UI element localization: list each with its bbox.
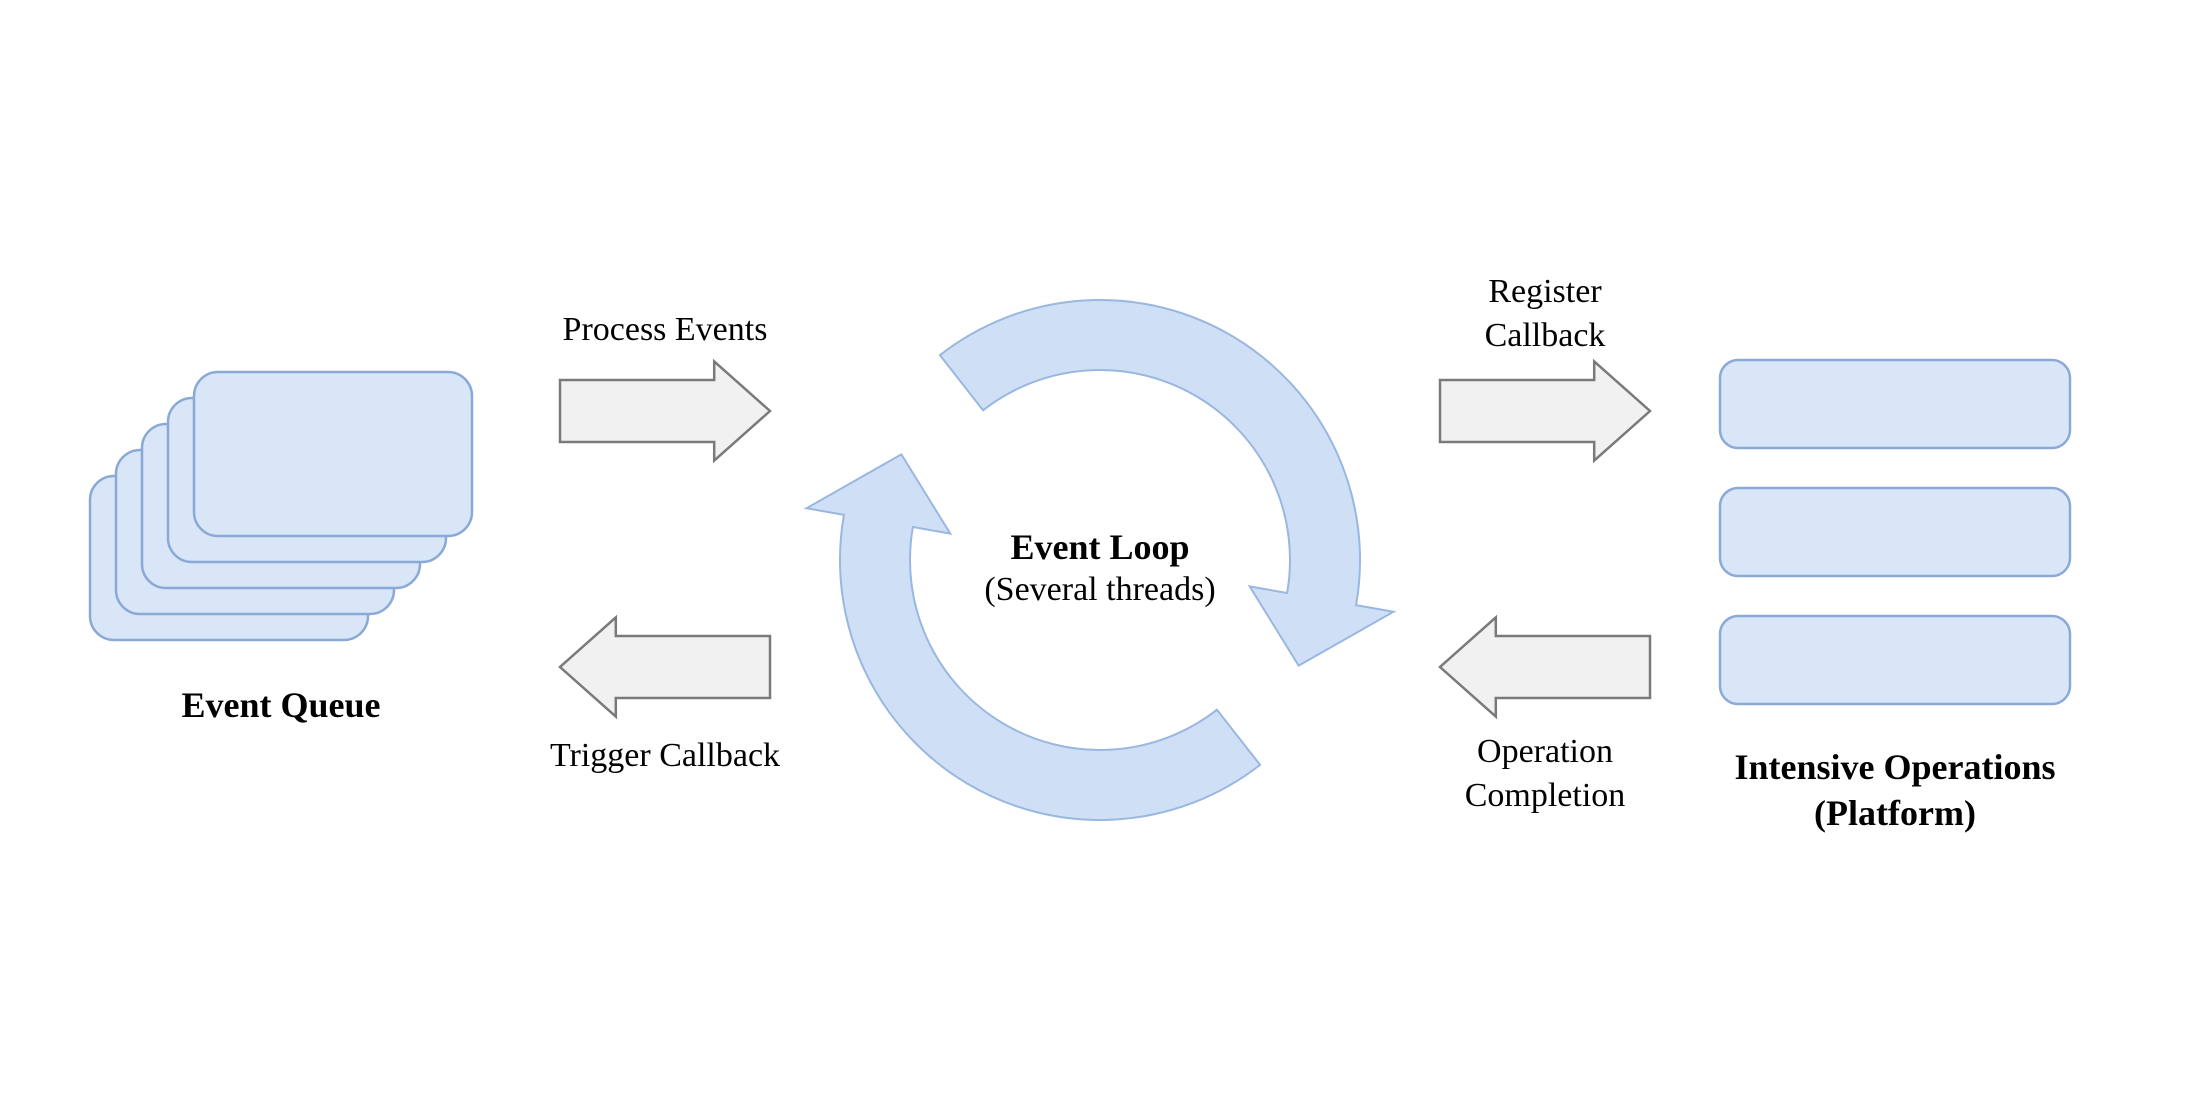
arrow-right-icon — [1440, 361, 1650, 460]
intensive-operations-title-line2: (Platform) — [1814, 792, 1976, 835]
arrow-left-icon — [1440, 617, 1650, 716]
intensive-operations-stack — [1720, 360, 2070, 704]
intensive-operations-title-line1: Intensive Operations — [1734, 746, 2055, 789]
intensive-operation-bar — [1720, 360, 2070, 448]
trigger-callback-label: Trigger Callback — [550, 736, 780, 777]
event-queue-stack — [90, 372, 472, 640]
arrow-left-icon — [560, 617, 770, 716]
intensive-operation-bar — [1720, 488, 2070, 576]
diagram-stage: Event Queue Process Events Trigger Callb… — [0, 0, 2200, 1120]
process-events-label: Process Events — [563, 310, 768, 351]
block-arrow — [1440, 617, 1650, 716]
arrow-right-icon — [560, 361, 770, 460]
block-arrow — [560, 617, 770, 716]
event-loop-title: Event Loop — [1010, 526, 1189, 569]
event-queue-card — [194, 372, 472, 536]
block-arrow — [560, 361, 770, 460]
operation-completion-label-line1: Operation — [1477, 732, 1613, 773]
operation-completion-label-line2: Completion — [1465, 776, 1626, 817]
event-loop-subtitle: (Several threads) — [984, 570, 1215, 611]
register-callback-label-line1: Register — [1488, 272, 1601, 313]
event-queue-title: Event Queue — [181, 684, 380, 727]
register-callback-label-line2: Callback — [1485, 316, 1606, 357]
event-loop-arrow-icon — [807, 454, 1261, 820]
intensive-operation-bar — [1720, 616, 2070, 704]
block-arrow — [1440, 361, 1650, 460]
